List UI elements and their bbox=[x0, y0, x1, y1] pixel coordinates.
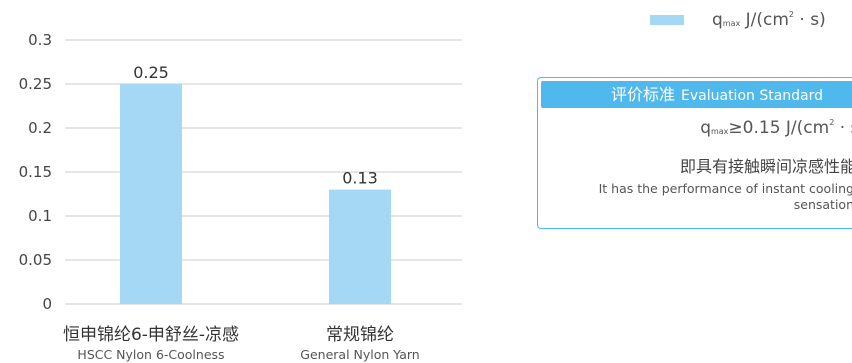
y-tick-label-4: 0.2 bbox=[28, 119, 52, 137]
y-tick-label-5: 0.25 bbox=[19, 75, 52, 93]
y-tick-label-2: 0.1 bbox=[28, 207, 52, 225]
bar-value-label-1: 0.13 bbox=[342, 169, 378, 188]
bar-value-label-0: 0.25 bbox=[133, 63, 169, 82]
standard-formula: qmax≥0.15 J/(cm2 · s) bbox=[700, 118, 852, 138]
standard-conclusion-en: It has the performance of instant coolin… bbox=[598, 181, 852, 212]
y-tick-label-3: 0.15 bbox=[19, 163, 52, 181]
category-label-en-0: HSCC Nylon 6-Coolness bbox=[77, 347, 224, 362]
legend: qmax J/(cm2 · s) bbox=[650, 10, 826, 30]
y-tick-label-0: 0 bbox=[42, 295, 52, 313]
category-label-cn-1: 常规锦纶 bbox=[326, 325, 394, 345]
evaluation-standard-title-en: Evaluation Standard bbox=[681, 88, 824, 104]
evaluation-standard-box: 评价标准 Evaluation Standard qmax≥0.15 J/(cm2… bbox=[537, 77, 852, 229]
standard-conclusion-cn: 即具有接触瞬间凉感性能 bbox=[679, 157, 852, 176]
evaluation-standard-title-cn: 评价标准 bbox=[611, 85, 676, 104]
y-tick-label-6: 0.3 bbox=[28, 31, 52, 49]
bar-1 bbox=[329, 189, 391, 304]
category-label-en-1: General Nylon Yarn bbox=[300, 347, 419, 362]
category-label-cn-0: 恒申锦纶6-申舒丝-凉感 bbox=[63, 325, 239, 345]
bar-chart: 0 0.05 0.1 0.15 0.2 0.25 0.3 0.25 恒申锦纶6-申舒丝-凉感 HS… bbox=[19, 31, 462, 362]
evaluation-standard-header: 评价标准 Evaluation Standard bbox=[541, 81, 852, 108]
bar-0 bbox=[120, 84, 182, 304]
legend-label: qmax J/(cm2 · s) bbox=[712, 10, 826, 30]
y-tick-label-1: 0.05 bbox=[19, 251, 52, 269]
legend-swatch bbox=[650, 15, 684, 25]
